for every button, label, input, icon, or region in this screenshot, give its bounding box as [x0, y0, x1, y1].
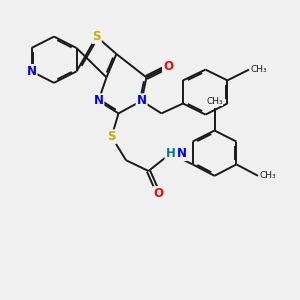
Text: H: H — [166, 147, 175, 160]
Text: N: N — [93, 94, 103, 107]
Text: S: S — [92, 30, 101, 43]
Text: CH₃: CH₃ — [260, 171, 276, 180]
Text: O: O — [163, 60, 173, 73]
Text: CH₃: CH₃ — [250, 65, 267, 74]
Text: CH₃: CH₃ — [206, 97, 223, 106]
Text: N: N — [177, 147, 187, 160]
Text: N: N — [136, 94, 147, 107]
Text: N: N — [26, 65, 37, 78]
Text: O: O — [153, 187, 164, 200]
Text: S: S — [107, 130, 116, 143]
